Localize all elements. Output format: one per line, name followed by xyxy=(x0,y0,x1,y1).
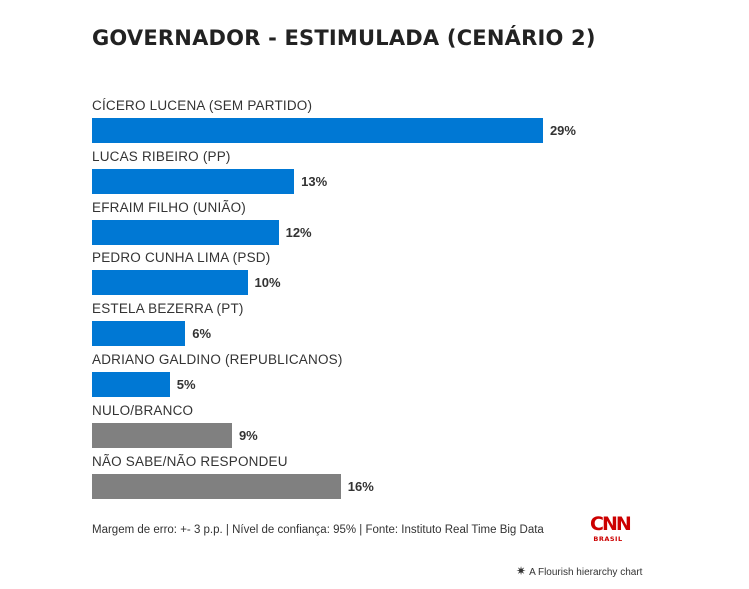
bar-value-label: 6% xyxy=(192,326,212,342)
bar xyxy=(92,321,186,347)
bar-value-label: 13% xyxy=(301,173,328,189)
bar-row: NÃO SABE/NÃO RESPONDEU 16% xyxy=(92,454,712,504)
bar xyxy=(92,473,341,499)
logo-sub-text: BRASIL xyxy=(593,535,623,543)
cnn-brasil-logo: CNN BRASIL xyxy=(590,513,632,548)
bar-label: NÃO SABE/NÃO RESPONDEU xyxy=(92,453,288,469)
bar-value-label: 9% xyxy=(238,427,258,443)
bar-row: EFRAIM FILHO (UNIÃO) 12% xyxy=(92,200,712,250)
bar-value-label: 16% xyxy=(347,478,374,494)
bar-row: CÍCERO LUCENA (SEM PARTIDO) 29% xyxy=(92,98,712,148)
footer-note: Margem de erro: +- 3 p.p. | Nível de con… xyxy=(92,524,544,536)
flourish-credit[interactable]: ✷ A Flourish hierarchy chart xyxy=(516,564,642,578)
bar xyxy=(92,219,279,245)
bar-label: LUCAS RIBEIRO (PP) xyxy=(92,148,231,164)
bar-row: ESTELA BEZERRA (PT) 6% xyxy=(92,301,712,351)
bar xyxy=(92,270,248,296)
chart-title: GOVERNADOR - ESTIMULADA (CENÁRIO 2) xyxy=(92,26,596,50)
bar-value-label: 12% xyxy=(285,224,312,240)
bar-value-label: 5% xyxy=(176,377,196,392)
bar xyxy=(92,372,170,397)
bar-label: NULO/BRANCO xyxy=(92,402,194,418)
bar-value-label: 29% xyxy=(549,123,576,138)
bar-label: EFRAIM FILHO (UNIÃO) xyxy=(92,199,247,215)
bar-row: NULO/BRANCO 9% xyxy=(92,403,712,453)
bar-label: PEDRO CUNHA LIMA (PSD) xyxy=(92,250,271,266)
bar-label: ADRIANO GALDINO (REPUBLICANOS) xyxy=(92,352,343,367)
bar-label: CÍCERO LUCENA (SEM PARTIDO) xyxy=(92,98,313,113)
credit-text: A Flourish hierarchy chart xyxy=(529,567,643,578)
flourish-star-icon: ✷ xyxy=(516,564,527,578)
bar xyxy=(92,118,543,143)
bar-label: ESTELA BEZERRA (PT) xyxy=(92,301,244,317)
bar-row: ADRIANO GALDINO (REPUBLICANOS) 5% xyxy=(92,352,712,402)
bar xyxy=(92,168,295,194)
logo-main-text: CNN xyxy=(590,513,632,535)
bar-row: LUCAS RIBEIRO (PP) 13% xyxy=(92,149,712,199)
bar-row: PEDRO CUNHA LIMA (PSD) 10% xyxy=(92,250,712,300)
bar-chart: CÍCERO LUCENA (SEM PARTIDO) 29% LUCAS RIBE… xyxy=(92,98,712,508)
bar-value-label: 10% xyxy=(254,275,281,291)
bar xyxy=(92,422,232,448)
